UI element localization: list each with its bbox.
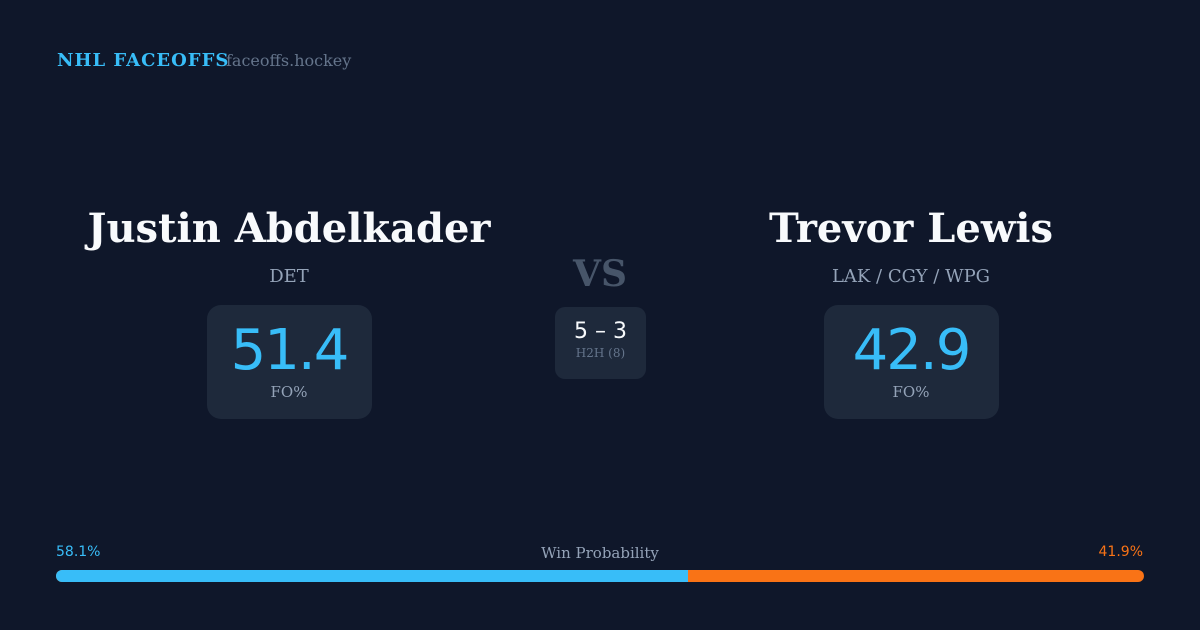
player-1-team: DET xyxy=(269,266,309,287)
brand-title: NHL FACEOFFS xyxy=(57,50,230,71)
win-probability-bar xyxy=(56,570,1144,582)
h2h-card: 5 – 3 H2H (8) xyxy=(555,307,646,379)
player-1-fo-card: 51.4 FO% xyxy=(206,305,372,419)
player-1-fo-pct: 51.4 xyxy=(230,318,350,383)
h2h-label: H2H (8) xyxy=(575,346,626,360)
win-probability-left: 58.1% xyxy=(56,544,101,560)
player-2-fo-card: 42.9 FO% xyxy=(823,305,999,419)
player-2: Trevor Lewis LAK / CGY / WPG 42.9 FO% xyxy=(701,205,1121,419)
player-2-fo-pct: 42.9 xyxy=(852,318,972,383)
player-2-fo-label: FO% xyxy=(892,383,930,401)
player-1-fo-label: FO% xyxy=(270,383,308,401)
player-2-name: Trevor Lewis xyxy=(768,205,1054,252)
win-probability-right: 41.9% xyxy=(1098,544,1143,560)
vs-label: VS xyxy=(573,253,627,295)
player-1: Justin Abdelkader DET 51.4 FO% xyxy=(79,205,499,419)
player-1-name: Justin Abdelkader xyxy=(87,205,491,252)
site-domain: faceoffs.hockey xyxy=(226,51,352,70)
h2h-score: 5 – 3 xyxy=(574,319,627,344)
win-probability-label: Win Probability xyxy=(541,544,659,562)
win-probability-fill xyxy=(56,570,689,582)
player-2-team: LAK / CGY / WPG xyxy=(831,266,991,287)
